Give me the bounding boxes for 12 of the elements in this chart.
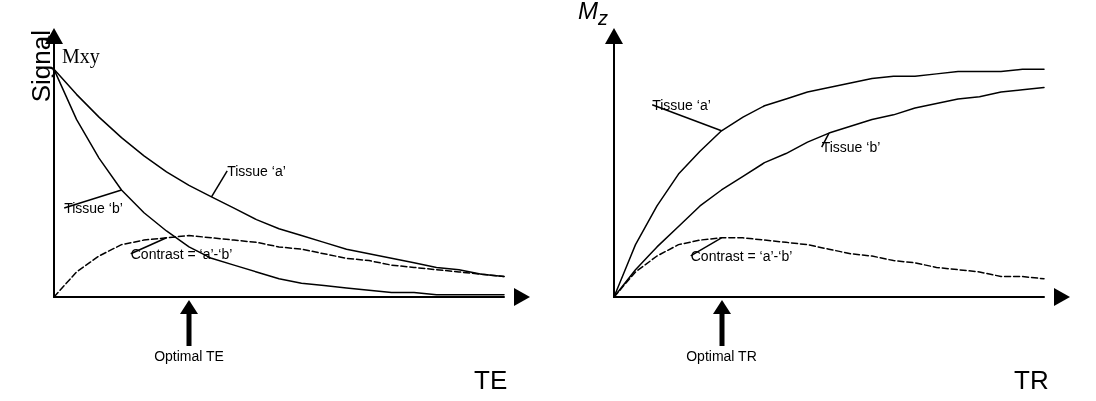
text: Mxy	[62, 45, 100, 68]
series-label: Tissue ‘b’	[64, 199, 123, 216]
series-label: Tissue ‘a’	[652, 96, 711, 113]
series-label: Tissue ‘b’	[821, 139, 881, 156]
series-label: Contrast = ‘a’-‘b’	[130, 245, 233, 262]
text: Optimal TR	[686, 348, 757, 364]
x-axis-title: TR	[1014, 365, 1049, 395]
series-label: Contrast = ‘a’-‘b’	[690, 247, 793, 264]
y-axis-title: M$_{z}$	[578, 0, 608, 31]
text: Optimal TE	[154, 348, 224, 364]
series-label: Tissue ‘a’	[227, 162, 286, 179]
x-axis-title: TE	[474, 365, 508, 395]
